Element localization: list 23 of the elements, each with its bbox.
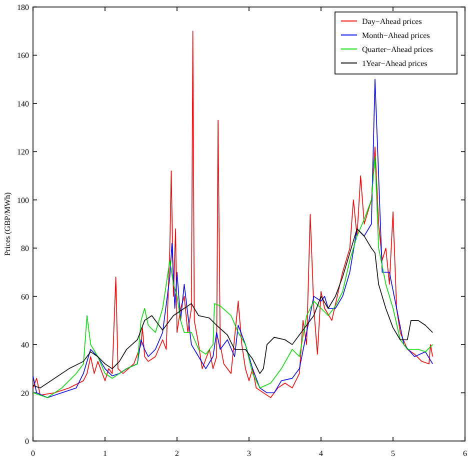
- y-tick-label: 180: [17, 3, 29, 12]
- y-tick-label: 80: [21, 244, 29, 254]
- x-tick-label: 6: [463, 449, 467, 458]
- x-tick-label: 3: [247, 449, 251, 458]
- x-tick-label: 1: [103, 449, 107, 458]
- legend-label: Quarter−Ahead prices: [362, 45, 433, 54]
- y-tick-label: 140: [17, 99, 29, 108]
- line-series: [32, 156, 433, 398]
- legend-label: 1Year−Ahead prices: [362, 59, 428, 68]
- x-tick-label: 5: [391, 449, 395, 458]
- y-tick-label: 20: [21, 388, 29, 398]
- y-tick-label: 40: [21, 340, 29, 350]
- y-tick-label: 100: [17, 196, 29, 205]
- legend-label: Day−Ahead prices: [362, 17, 422, 26]
- y-tick-label: 120: [17, 148, 29, 157]
- y-tick-label: 0: [25, 437, 29, 446]
- legend-label: Month−Ahead prices: [362, 31, 430, 40]
- y-tick-label: 60: [21, 292, 29, 302]
- x-tick-label: 4: [319, 449, 323, 458]
- y-tick-label: 160: [17, 51, 29, 60]
- x-tick-label: 2: [175, 449, 179, 458]
- x-tick-label: 0: [31, 449, 35, 458]
- y-axis-title: Prices (GBP/MWh): [3, 192, 12, 256]
